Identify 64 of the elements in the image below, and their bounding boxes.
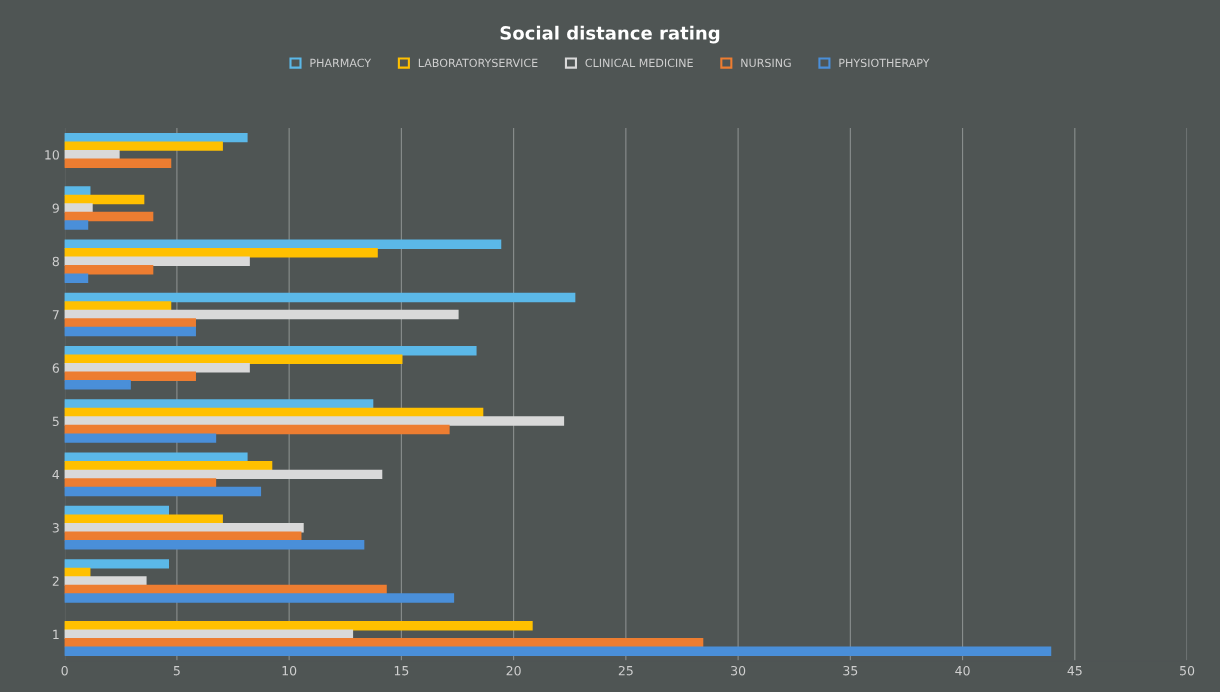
bar: [64, 433, 217, 443]
bar: [64, 576, 147, 586]
legend-label: LABORATORYSERVICE: [418, 58, 538, 68]
y-tick-label: 5: [52, 416, 59, 427]
bar: [64, 486, 262, 497]
bar: [64, 638, 704, 648]
x-tick-label: 5: [173, 666, 180, 676]
bar: [64, 539, 365, 550]
bar: [64, 292, 576, 303]
bar: [64, 273, 89, 284]
bar: [64, 158, 172, 168]
bar: [64, 141, 223, 151]
bar: [64, 399, 374, 409]
legend-label: PHYSIOTHERAPY: [839, 58, 930, 68]
x-tick-label: 40: [955, 665, 970, 676]
x-tick-label: 35: [843, 665, 858, 676]
bar: [64, 301, 172, 311]
chart-title: Social distance rating: [500, 25, 720, 44]
x-tick-label: 50: [1180, 665, 1195, 676]
legend-label: CLINICAL MEDICINE: [585, 58, 693, 68]
x-tick-label: 15: [394, 666, 409, 676]
bar: [64, 239, 502, 249]
y-tick-label: 10: [45, 150, 59, 160]
bar: [64, 514, 223, 524]
x-tick-label: 45: [1067, 666, 1082, 676]
bar: [64, 194, 145, 205]
y-tick-label: 4: [52, 470, 60, 480]
bar: [64, 203, 93, 213]
bar: [64, 318, 196, 328]
y-tick-label: 3: [52, 523, 59, 533]
bar: [64, 211, 154, 222]
y-tick-label: 6: [52, 363, 60, 373]
bar: [64, 363, 250, 373]
bar: [64, 424, 450, 435]
bar: [64, 380, 131, 390]
y-tick-label: 9: [52, 203, 59, 213]
bar: [64, 256, 250, 266]
bar: [64, 309, 459, 320]
bar: [64, 371, 196, 382]
bar: [64, 220, 89, 230]
legend-label: NURSING: [741, 58, 791, 68]
legend-label: PHARMACY: [310, 58, 372, 68]
bar: [64, 326, 196, 337]
y-tick-label: 7: [52, 310, 59, 320]
bar: [64, 646, 1052, 656]
y-tick-label: 8: [52, 256, 59, 267]
bar: [64, 469, 383, 480]
x-tick-label: 25: [618, 665, 633, 676]
y-tick-label: 2: [52, 576, 59, 586]
bar: [64, 346, 477, 356]
bar: [64, 629, 354, 639]
x-tick-label: 20: [506, 665, 521, 676]
bar: [64, 416, 565, 426]
bar: [64, 593, 455, 603]
x-tick-label: 30: [731, 665, 746, 676]
bar: [64, 478, 217, 488]
x-tick-label: 10: [282, 665, 297, 676]
bar: [64, 265, 154, 275]
y-tick-label: 1: [53, 629, 59, 639]
bar: [64, 461, 273, 471]
bar: [64, 559, 170, 569]
bar: [64, 531, 302, 541]
x-tick-label: 0: [61, 665, 68, 676]
bar: [64, 186, 91, 196]
